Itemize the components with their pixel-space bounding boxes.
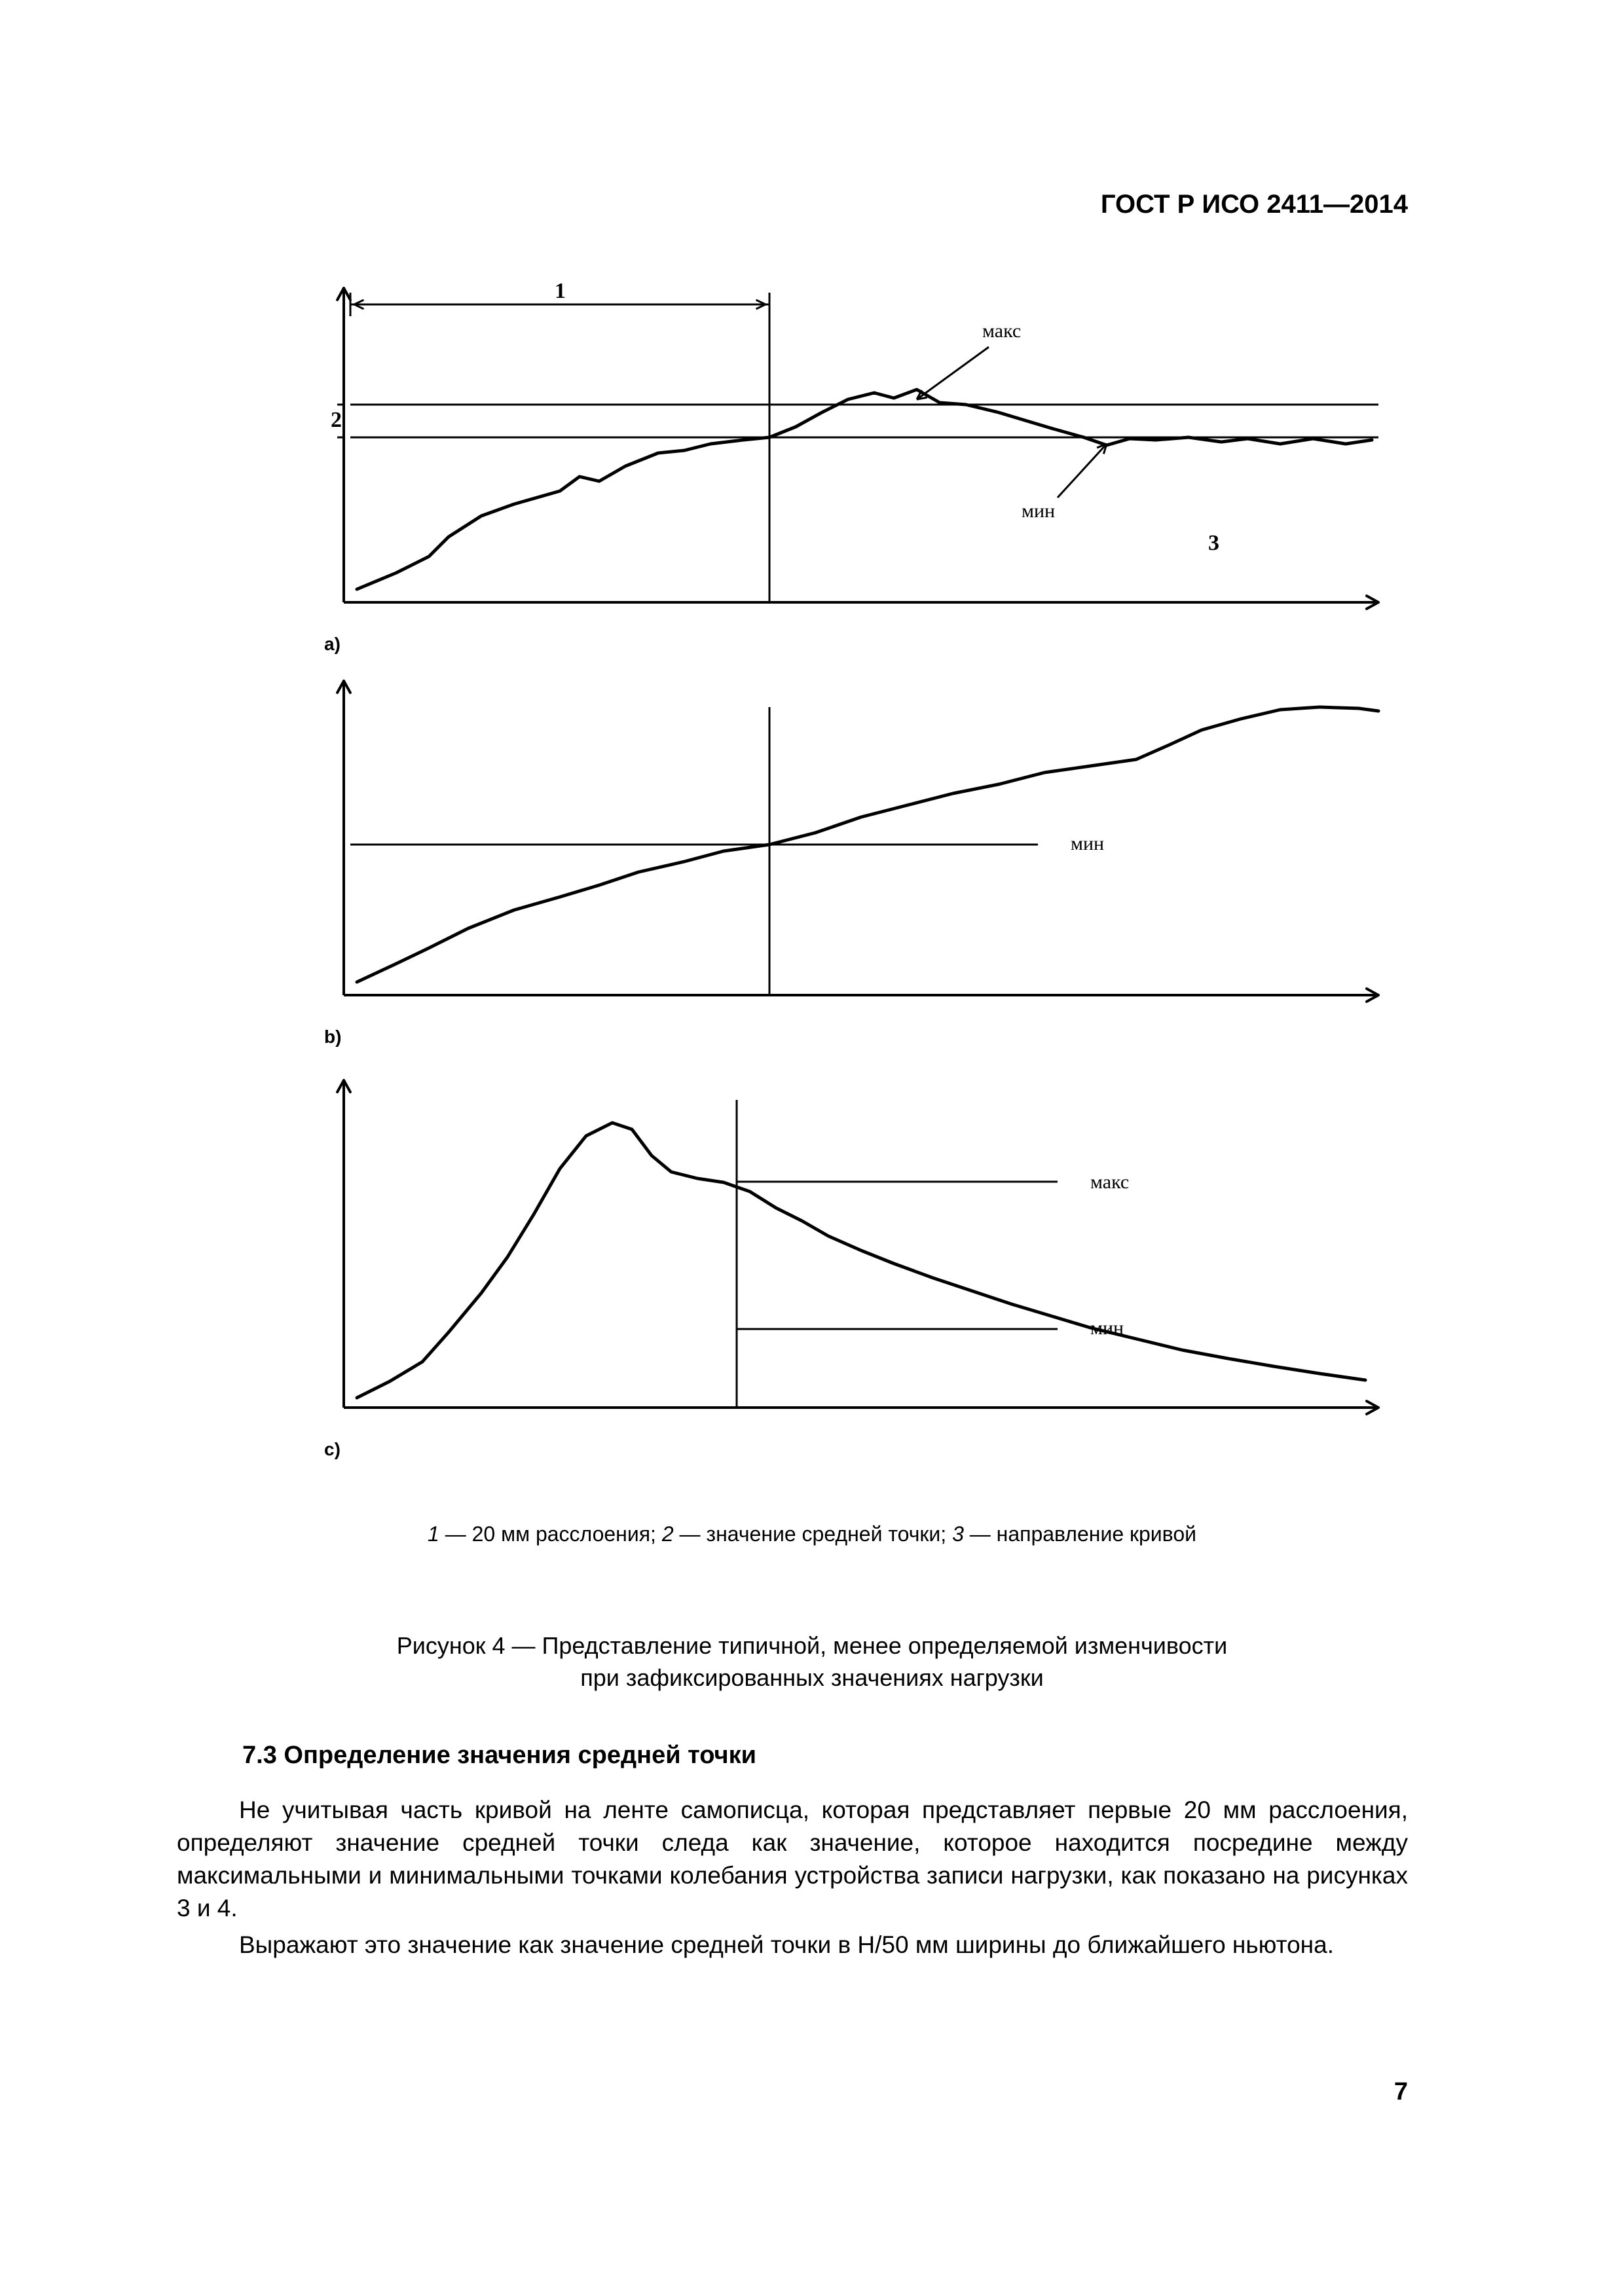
svg-text:3: 3 — [1208, 531, 1219, 555]
svg-text:макс: макс — [982, 320, 1021, 342]
figure-caption-line1: Рисунок 4 — Представление типичной, мене… — [397, 1632, 1228, 1659]
paragraph-1: Не учитывая часть кривой на ленте самопи… — [177, 1794, 1408, 1925]
svg-text:мин: мин — [1022, 500, 1055, 522]
legend-i1: 1 — [428, 1522, 439, 1546]
legend-i2: 2 — [662, 1522, 674, 1546]
legend-i3: 3 — [952, 1522, 964, 1546]
legend-t3: — направление кривой — [964, 1522, 1196, 1546]
figure-block: 1 2 макс мин 3 a) мин b) макс мин c) — [318, 275, 1405, 1460]
chart-a-container: 1 2 макс мин 3 a) — [318, 275, 1405, 655]
chart-a-sublabel: a) — [324, 634, 1405, 655]
chart-b-container: мин b) — [318, 674, 1405, 1048]
chart-a: 1 2 макс мин 3 — [318, 275, 1405, 629]
chart-b-sublabel: b) — [324, 1027, 1405, 1048]
page-number: 7 — [1394, 2078, 1408, 2106]
chart-c-container: макс мин c) — [318, 1067, 1405, 1460]
svg-text:макс: макс — [1090, 1171, 1129, 1193]
document-code: ГОСТ Р ИСО 2411—2014 — [1101, 190, 1408, 219]
svg-text:1: 1 — [555, 279, 566, 303]
section-heading: 7.3 Определение значения средней точки — [242, 1741, 756, 1770]
paragraph-2: Выражают это значение как значение средн… — [177, 1929, 1408, 1961]
figure-caption-line2: при зафиксированных значениях нагрузки — [580, 1664, 1043, 1691]
figure-caption: Рисунок 4 — Представление типичной, мене… — [0, 1630, 1624, 1694]
svg-text:мин: мин — [1090, 1317, 1124, 1339]
svg-text:мин: мин — [1071, 833, 1104, 854]
section-body: Не учитывая часть кривой на ленте самопи… — [177, 1794, 1408, 1965]
legend-t2: — значение средней точки; — [674, 1522, 952, 1546]
chart-c-sublabel: c) — [324, 1439, 1405, 1460]
svg-text:2: 2 — [331, 408, 342, 432]
chart-c: макс мин — [318, 1067, 1405, 1434]
legend-t1: — 20 мм расслоения; — [439, 1522, 662, 1546]
document-page: ГОСТ Р ИСО 2411—2014 1 2 макс мин 3 a) мин b… — [0, 0, 1624, 2296]
chart-b: мин — [318, 674, 1405, 1021]
figure-legend: 1 — 20 мм расслоения; 2 — значение средн… — [0, 1522, 1624, 1546]
